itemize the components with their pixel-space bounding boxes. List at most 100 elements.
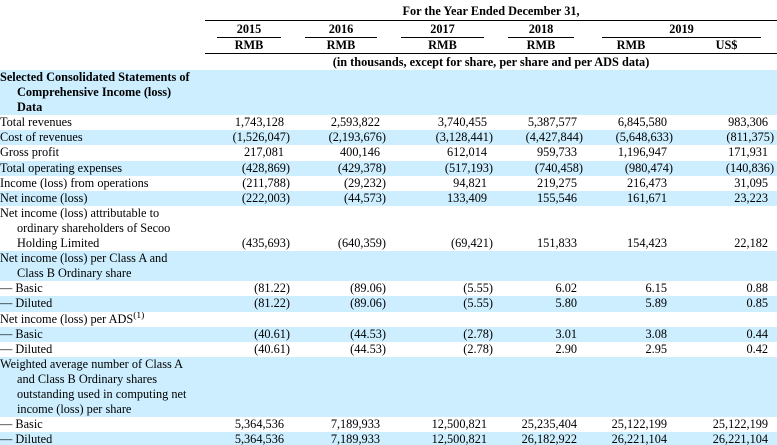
value-cell [389,312,496,327]
unit-header-rmb-2018: RMB [496,38,586,54]
table-row: Cost of revenues (1,526,047) (2,193,676) (3… [0,130,777,146]
year-header-2016: 2016 [293,20,389,38]
value-cell: 983,306 [728,115,769,130]
value-cell: (3,128,441) [389,130,496,146]
value-cell [586,356,676,418]
value-cell: (89.06) [293,296,389,312]
row-label: Income (loss) from operations [0,175,149,190]
table-row: Net income (loss) per ADS(1) [0,312,777,327]
table-header: For the Year Ended December 31, 2015 201… [0,0,777,70]
row-label: Total revenues [0,115,72,130]
row-label: Net income (loss) [0,190,205,206]
value-cell: 2.90 [555,341,577,356]
value-cell [496,70,586,116]
value-cell: 3.08 [586,326,676,342]
value-cell: 216,473 [627,175,667,190]
value-cell: 26,182,922 [496,432,586,445]
years-row: 2015 2016 2017 2018 2019 [0,20,777,39]
header-spacer [0,21,205,39]
table-row: Net income (loss) per Class A and Class … [0,251,777,282]
value-cell: 5.80 [496,296,586,312]
value-cell: (811,375) [676,130,777,146]
row-label: Gross profit [0,145,60,160]
value-cell [205,312,293,327]
row-label: — Basic [0,326,205,342]
value-cell [205,70,293,116]
value-cell: (89.06) [350,281,386,296]
value-cell [586,70,676,116]
value-cell: (740,458) [496,160,586,176]
row-label: — Diluted [0,432,205,445]
value-cell: 5,387,577 [527,115,577,130]
value-cell: (5,648,633) [586,130,676,146]
currency-units-row: RMB RMB RMB RMB RMB US$ [0,38,777,54]
value-cell: (640,359) [337,236,386,251]
row-label: Net income (loss) attributable to ordina… [0,205,171,251]
header-spacer [0,38,205,54]
value-cell: (980,474) [586,160,676,176]
value-cell: (2.78) [463,341,493,356]
table-row: Net income (loss) (222,003) (44,573) 133,40… [0,190,777,206]
value-cell: (4,427,844) [496,130,586,146]
units-note: (in thousands, except for share, per sha… [332,55,650,69]
value-cell: 217,081 [244,145,284,160]
year-header-2015: 2015 [205,20,293,38]
table-row: — Basic (81.22) (89.06) (5.55) 6.02 6.15 0.88 [0,281,777,296]
value-cell: 0.42 [746,341,769,356]
value-cell: 6,845,580 [617,115,667,130]
value-cell: 5,364,536 [205,432,293,445]
unit-header-rmb-2019: RMB [586,38,676,54]
value-cell: (517,193) [389,160,496,176]
table-row: Total revenues 1,743,128 2,593,822 3,740,45… [0,115,777,130]
table-row: Net income (loss) attributable to ordina… [0,206,777,251]
table-row: Total operating expenses (428,869) (429,37… [0,160,777,176]
value-cell: (222,003) [205,190,293,206]
value-cell: 12,500,821 [431,417,487,432]
table-row: — Diluted (81.22) (89.06) (5.55) 5.80 5.89 0.8… [0,296,777,312]
row-label: Selected Consolidated Statements of Comp… [0,70,205,116]
unit-header-rmb-2016: RMB [293,38,389,54]
table-row: Income (loss) from operations (211,788) (2… [0,176,777,191]
unit-header-rmb-2015: RMB [205,38,293,54]
value-cell: (211,788) [242,175,290,190]
row-label: Net income (loss) per Class A and Class … [0,251,205,282]
value-cell [496,251,586,282]
unit-header-usd-2019: US$ [676,38,777,54]
value-cell: (44.53) [293,326,389,342]
value-cell: 400,146 [340,145,380,160]
row-label: Weighted average number of Class A and C… [0,356,205,418]
value-cell: 94,821 [453,175,487,190]
year-header-2018: 2018 [496,20,586,38]
value-cell: (140,836) [676,160,777,176]
value-cell: 2,593,822 [330,115,380,130]
value-cell: 161,671 [586,190,676,206]
value-cell [389,356,496,418]
value-cell: 0.85 [676,296,777,312]
value-cell [389,70,496,116]
value-cell: 26,221,104 [676,432,777,445]
value-cell: 0.44 [676,326,777,342]
value-cell: 154,423 [627,236,667,251]
value-cell: 155,546 [496,190,586,206]
value-cell: (44.53) [350,341,386,356]
year-header-2019: 2019 [586,20,777,38]
value-cell: (69,421) [450,236,493,251]
value-cell: (2.78) [389,326,496,342]
value-cell: 7,189,933 [330,417,380,432]
value-cell [586,312,676,327]
value-cell: (40.61) [205,326,293,342]
value-cell: 3.01 [496,326,586,342]
value-cell [676,356,777,418]
table-row: Weighted average number of Class A and C… [0,356,777,418]
value-cell [496,312,586,327]
value-cell: 25,235,404 [521,417,577,432]
table-title: For the Year Ended December 31, [402,4,580,18]
value-cell: 7,189,933 [293,432,389,445]
value-cell: 22,182 [734,236,769,251]
table-row: — Diluted 5,364,536 7,189,933 12,500,821 26,… [0,432,777,445]
row-label: — Basic [0,281,43,296]
value-cell [293,70,389,116]
value-cell: 1,743,128 [234,115,284,130]
